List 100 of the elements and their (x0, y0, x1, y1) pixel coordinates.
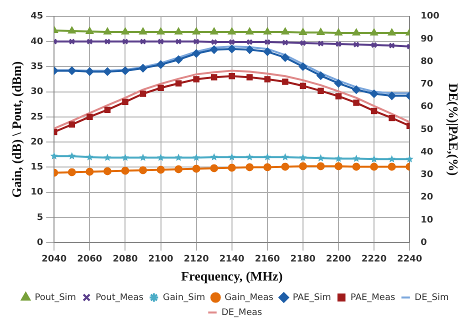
point (86, 68, 94, 76)
x-tick-label: 2200 (326, 254, 352, 264)
y-tick-label: 15 (30, 162, 44, 173)
point (192, 164, 200, 173)
point (140, 90, 146, 97)
point (246, 46, 254, 54)
point (210, 164, 218, 172)
y-tick-label: 20 (30, 137, 44, 148)
x-tick-label: 2220 (362, 254, 387, 264)
point (68, 26, 76, 34)
x-tick-label: 2140 (219, 254, 244, 264)
point (334, 79, 343, 88)
point (139, 154, 147, 161)
point (370, 155, 378, 162)
point (122, 28, 129, 34)
y2-tick-label: 80 (420, 56, 434, 67)
point (300, 82, 306, 89)
point (175, 38, 182, 45)
point (370, 42, 378, 48)
y-tick-label: 10 (30, 188, 44, 198)
point (158, 84, 164, 91)
point (282, 28, 289, 34)
y2-tick-label: 70 (420, 80, 434, 90)
point (246, 38, 253, 46)
point (388, 162, 396, 171)
point (104, 154, 112, 161)
point (210, 74, 218, 80)
x-tick-label: 2100 (148, 254, 174, 264)
y-axis-title: Gain, (dB) \ Pout, (dBm) (9, 61, 24, 198)
point (122, 38, 128, 45)
legend-label: Pout_Meas (96, 292, 144, 303)
legend-label: Gain_Meas (224, 292, 274, 303)
point (264, 38, 271, 46)
legend-label: Pout_Sim (34, 292, 76, 303)
point (103, 167, 112, 176)
point (210, 46, 218, 54)
point (316, 154, 325, 162)
point (388, 155, 396, 162)
point (246, 74, 253, 80)
point (246, 163, 254, 172)
point (281, 54, 290, 62)
point (156, 60, 165, 69)
point (353, 41, 360, 48)
x-tick-label: 2060 (77, 254, 102, 264)
x-tick-label: 2240 (397, 254, 422, 264)
point (299, 154, 307, 161)
point (228, 153, 236, 160)
point (228, 28, 236, 34)
x-tick-label: 2040 (42, 254, 67, 264)
y-tick-label: 35 (30, 62, 44, 72)
point (282, 78, 288, 85)
point (103, 68, 112, 76)
x-tick-label: 2080 (112, 254, 138, 264)
point (121, 154, 130, 161)
point (352, 28, 360, 36)
point (156, 166, 165, 174)
legend-label: DE_Sim (414, 292, 449, 303)
point (140, 38, 146, 45)
point (264, 153, 272, 160)
point (138, 64, 147, 72)
x-tick-label: 2180 (290, 254, 316, 264)
point (193, 38, 200, 45)
point (192, 154, 200, 161)
point (353, 100, 360, 106)
point (210, 38, 218, 46)
point (68, 66, 76, 75)
point (104, 106, 111, 113)
point (334, 154, 342, 162)
point (334, 162, 343, 170)
point (282, 39, 288, 46)
point (138, 166, 147, 174)
point (228, 164, 236, 172)
point (104, 28, 112, 34)
point (388, 28, 396, 36)
legend-label: Gain_Sim (162, 292, 206, 303)
point (174, 154, 182, 161)
point (210, 28, 218, 34)
point (193, 76, 200, 82)
point (281, 153, 289, 160)
point (192, 49, 200, 58)
y-tick-label: 25 (30, 112, 44, 122)
point (264, 76, 271, 82)
point (86, 153, 94, 160)
y2-tick-label: 90 (420, 34, 434, 44)
point (246, 28, 254, 34)
point (104, 38, 111, 45)
point (157, 28, 164, 34)
point (174, 165, 183, 174)
point (388, 92, 396, 100)
point (263, 48, 272, 56)
y2-axis-title: DE(%)|PAE,(%) (446, 83, 461, 176)
point (156, 154, 165, 161)
point (316, 72, 325, 80)
point (210, 153, 218, 160)
point (263, 163, 272, 172)
point (264, 28, 272, 34)
point (139, 28, 147, 34)
y2-tick-label: 40 (420, 147, 434, 158)
point (370, 28, 378, 36)
point (122, 98, 128, 106)
